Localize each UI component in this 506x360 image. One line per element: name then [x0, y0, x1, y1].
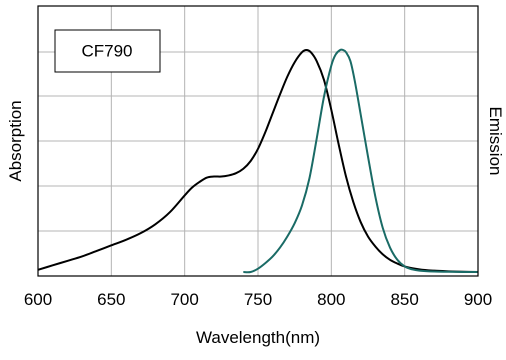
annotation-box: CF790	[54, 29, 161, 73]
y-axis-label-right: Emission	[486, 107, 505, 176]
x-tick-label: 750	[244, 290, 272, 309]
y-axis-label-left: Absorption	[6, 100, 25, 181]
x-tick-label: 700	[170, 290, 198, 309]
x-tick-label: 600	[24, 290, 52, 309]
series-layer	[37, 48, 479, 274]
x-tick-label: 650	[97, 290, 125, 309]
emission-curve	[243, 48, 479, 274]
annotation-label: CF790	[81, 42, 132, 61]
plot-frame	[37, 5, 479, 277]
grid-layer	[38, 6, 478, 276]
x-tick-label: 850	[390, 290, 418, 309]
x-tick-label: 800	[317, 290, 345, 309]
absorption-curve	[37, 49, 479, 273]
x-axis-label: Wavelength(nm)	[196, 328, 320, 347]
x-tick-label: 900	[464, 290, 492, 309]
annotation-box-border	[54, 29, 161, 73]
x-tick-labels: 600 650 700 750 800 850 900	[24, 290, 492, 309]
